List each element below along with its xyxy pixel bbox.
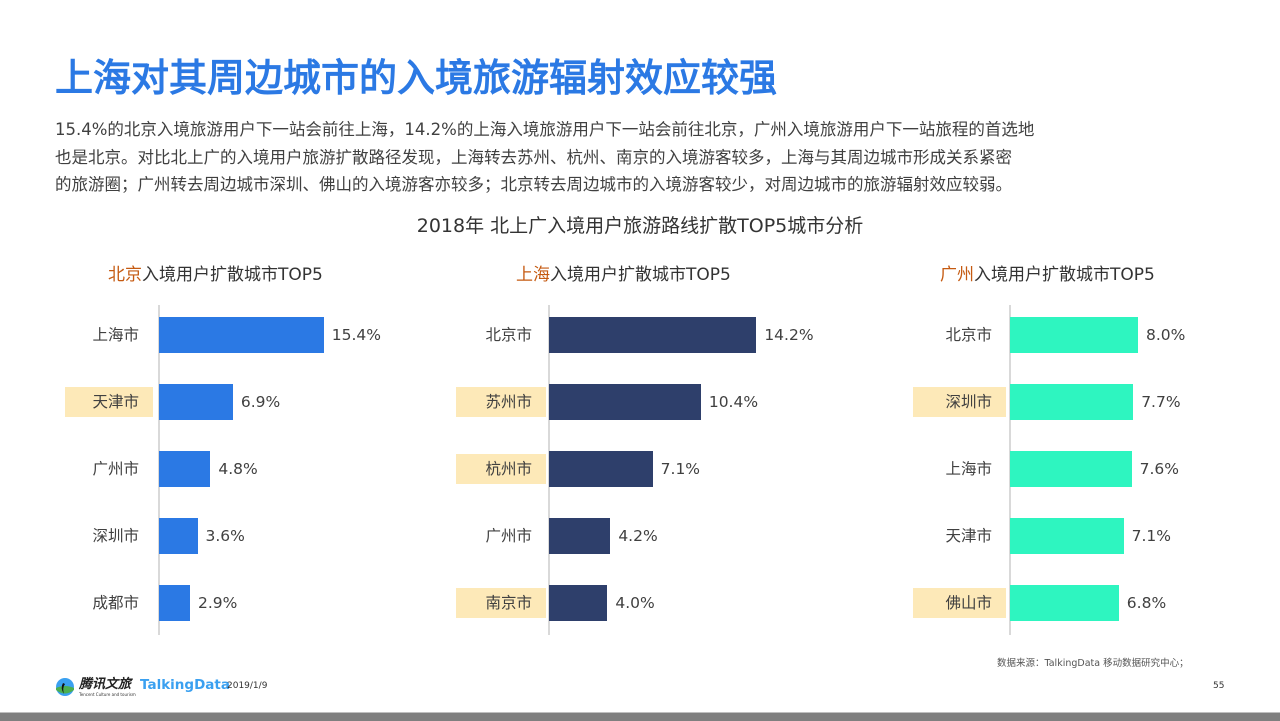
bar	[549, 585, 608, 621]
category-label: 佛山市	[913, 588, 1006, 618]
beijing-chart: 北京入境用户扩散城市TOP5 上海市 15.4% 天津市 6.9% 广州市 4.8% 深圳市…	[60, 255, 400, 645]
shanghai-chart: 上海入境用户扩散城市TOP5 北京市 14.2% 苏州市 10.4% 杭州市 7.1% 广州…	[450, 255, 830, 645]
value-label: 4.0%	[615, 594, 655, 612]
value-label: 3.6%	[205, 527, 245, 545]
guangzhou-chart: 广州入境用户扩散城市TOP5 北京市 8.0% 深圳市 7.7% 上海市 7.6% 天津市 7…	[900, 255, 1260, 645]
value-label: 2.9%	[198, 594, 238, 612]
page-title: 上海对其周边城市的入境旅游辐射效应较强	[55, 56, 778, 100]
bar	[1010, 384, 1134, 420]
value-label: 7.1%	[1131, 527, 1171, 545]
panel-title-rest: 入境用户扩散城市TOP5	[550, 265, 731, 285]
page-number: 55	[1213, 681, 1225, 691]
value-label: 7.7%	[1141, 393, 1181, 411]
value-label: 6.8%	[1126, 594, 1167, 612]
value-label: 14.2%	[764, 326, 814, 344]
chart-title: 2018年 北上广入境用户旅游路线扩散TOP5城市分析	[416, 215, 864, 237]
category-label: 天津市	[945, 527, 992, 545]
category-label: 成都市	[92, 594, 139, 612]
bar	[159, 384, 233, 420]
category-label: 上海市	[92, 326, 139, 344]
bar	[159, 518, 198, 554]
category-label: 北京市	[485, 326, 532, 344]
panel-title: 北京入境用户扩散城市TOP5	[108, 260, 323, 285]
category-label: 广州市	[485, 527, 532, 545]
bar	[1010, 451, 1132, 487]
category-label: 天津市	[65, 387, 153, 417]
value-label: 15.4%	[331, 326, 382, 344]
tencent-logo-subtext: Tencent Culture and tourism	[79, 691, 136, 697]
category-label: 苏州市	[456, 387, 546, 417]
bar	[1010, 518, 1124, 554]
category-label: 北京市	[945, 326, 992, 344]
bar	[1010, 317, 1138, 353]
summary-line: 也是北京。对比北上广的入境用户旅游扩散路径发现，上海转去苏州、杭州、南京的入境游…	[55, 147, 1012, 167]
summary-line: 15.4%的北京入境旅游用户下一站会前往上海，14.2%的上海入境旅游用户下一站…	[55, 120, 1035, 139]
bottom-band	[0, 712, 1280, 721]
tencent-logo-text: 腾讯文旅	[79, 676, 132, 692]
value-label: 6.9%	[240, 393, 281, 411]
category-label: 深圳市	[92, 527, 139, 545]
value-label: 8.0%	[1146, 326, 1186, 344]
value-label: 7.1%	[660, 460, 701, 478]
panel-title: 广州入境用户扩散城市TOP5	[940, 260, 1155, 285]
panel-title-city: 上海	[516, 265, 550, 285]
value-label: 4.8%	[218, 460, 258, 478]
category-label: 杭州市	[456, 454, 546, 484]
tencent-logo-icon	[56, 678, 74, 696]
bar	[159, 317, 324, 353]
category-label: 南京市	[456, 588, 546, 618]
panel-title-rest: 入境用户扩散城市TOP5	[142, 265, 323, 285]
bar	[549, 317, 757, 353]
category-label: 深圳市	[913, 387, 1006, 417]
talkingdata-logo: TalkingData	[140, 677, 230, 693]
bar	[549, 518, 611, 554]
data-source-note: 数据来源：TalkingData 移动数据研究中心；	[997, 658, 1189, 669]
bar	[159, 585, 191, 621]
bar	[1010, 585, 1119, 621]
panel-title-rest: 入境用户扩散城市TOP5	[974, 265, 1155, 285]
summary-line: 的旅游圈；广州转去周边城市深圳、佛山的入境游客亦较多；北京转去周边城市的入境游客…	[55, 175, 1012, 194]
tencent-culture-tourism-logo: 腾讯文旅 Tencent Culture and tourism	[55, 677, 136, 697]
panel-title: 上海入境用户扩散城市TOP5	[516, 260, 731, 285]
panel-title-city: 北京	[108, 265, 142, 285]
value-label: 10.4%	[708, 393, 759, 411]
bar	[159, 451, 211, 487]
category-label: 广州市	[92, 460, 139, 478]
value-label: 7.6%	[1139, 460, 1179, 478]
bar	[549, 384, 701, 420]
summary-paragraph: 15.4%的北京入境旅游用户下一站会前往上海，14.2%的上海入境旅游用户下一站…	[55, 116, 1235, 199]
category-label: 上海市	[945, 460, 992, 478]
bar	[549, 451, 653, 487]
report-date: 2019/1/9	[227, 681, 268, 691]
value-label: 4.2%	[618, 527, 658, 545]
panel-title-city: 广州	[940, 265, 974, 285]
